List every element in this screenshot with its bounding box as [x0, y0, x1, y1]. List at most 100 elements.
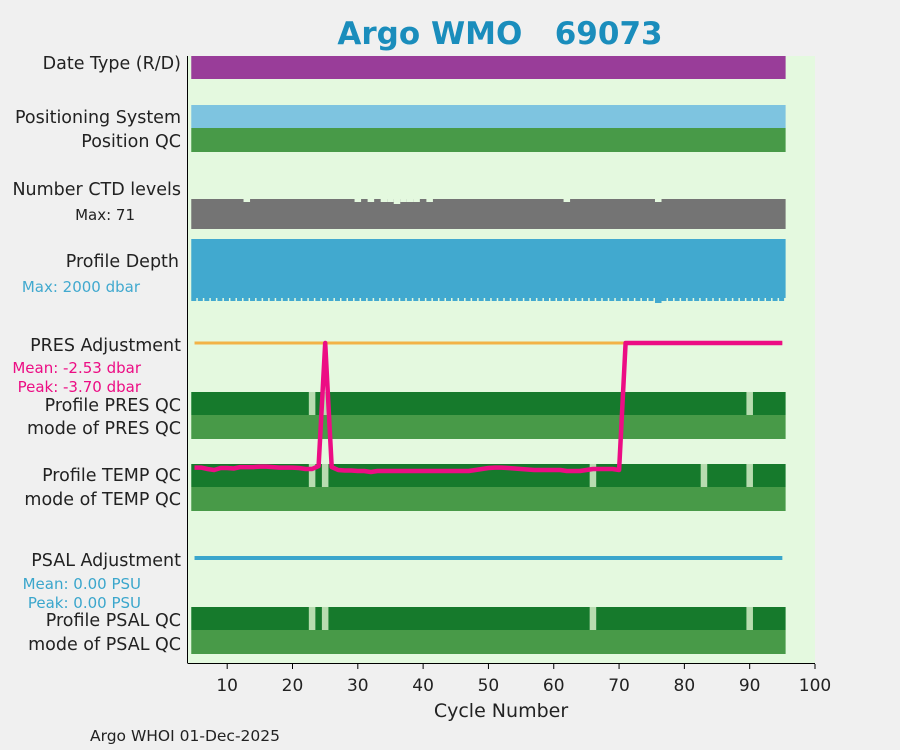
footer-credit: Argo WHOI 01-Dec-2025: [90, 727, 280, 745]
x-tick-label: 40: [412, 676, 434, 696]
pres-mean-annotation: Mean: -2.53 dbar: [12, 359, 142, 377]
profile-depth-cycle: [517, 298, 525, 301]
profile-depth-cycle: [328, 298, 335, 301]
profile-depth-cycle: [204, 298, 211, 301]
profile-depth-cycle: [413, 298, 420, 301]
x-tick-label: 100: [799, 676, 831, 696]
profile-depth-cycle: [596, 298, 603, 301]
profile-depth-cycle: [707, 298, 714, 301]
row-label-ctd-levels: Number CTD levels: [12, 180, 181, 200]
profile-depth-cycle: [432, 298, 440, 301]
x-tick-label: 90: [739, 676, 761, 696]
profile-depth-cycle: [256, 298, 264, 301]
row-label-mode-temp-qc: mode of TEMP QC: [24, 490, 181, 510]
temp-qc-missing-cycle: [700, 464, 708, 487]
ctd-level-gap: [426, 199, 433, 202]
profile-depth-cycle: [739, 298, 747, 301]
profile-depth-cycle: [348, 298, 355, 301]
profile-depth-cycle: [720, 298, 727, 301]
temp-qc-missing-cycle: [746, 464, 753, 487]
profile-depth-cycle: [609, 298, 616, 301]
profile-depth-cycle: [557, 298, 564, 301]
psal-qc-missing-cycle: [589, 607, 597, 630]
profile-depth-cycle: [459, 298, 466, 301]
profile-depth-cycle: [439, 298, 446, 301]
profile-depth-cycle: [393, 298, 401, 301]
profile-depth-cycle: [250, 298, 257, 301]
profile-depth-cycle: [485, 298, 492, 301]
profile-depth-cycle: [668, 298, 675, 301]
ctd-level-gap: [243, 199, 251, 202]
profile-depth-cycle: [524, 298, 531, 301]
profile-depth-cycle: [700, 298, 708, 301]
psal-qc-missing-cycle: [321, 607, 329, 630]
pres-profile-qc-band: [191, 392, 786, 415]
profile-depth-cycle: [243, 298, 251, 301]
row-label-profile-temp-qc: Profile TEMP QC: [42, 466, 181, 486]
x-tick-label: 50: [478, 676, 500, 696]
ctd-level-gap: [380, 199, 388, 202]
profile-depth-cycle: [380, 298, 388, 301]
profile-depth-cycle: [635, 298, 642, 301]
profile-depth-cycle: [641, 298, 649, 301]
profile-depth-cycle: [674, 298, 682, 301]
row-label-mode-pres-qc: mode of PRES QC: [27, 419, 181, 439]
profile-depth-cycle: [733, 298, 740, 301]
profile-depth-band: [191, 239, 786, 298]
temp-qc-missing-cycle: [589, 464, 597, 487]
profile-depth-cycle: [445, 298, 453, 301]
ctd-level-gap: [413, 199, 420, 202]
x-tick-label: 30: [347, 676, 369, 696]
ctd-level-gap: [393, 199, 401, 204]
row-label-mode-psal-qc: mode of PSAL QC: [28, 635, 181, 655]
psal-qc-missing-cycle: [746, 607, 753, 630]
ctd-level-gap: [387, 199, 394, 202]
profile-depth-cycle: [661, 298, 669, 301]
profile-depth-cycle: [276, 298, 283, 301]
x-tick-label: 10: [216, 676, 238, 696]
profile-depth-cycle: [354, 298, 362, 301]
depth-max-annotation: Max: 2000 dbar: [22, 278, 141, 296]
profile-depth-cycle: [530, 298, 538, 301]
profile-depth-cycle: [478, 298, 486, 301]
profile-depth-cycle: [210, 298, 218, 301]
profile-depth-cycle: [713, 298, 721, 301]
profile-depth-shallow: [654, 293, 662, 303]
profile-depth-cycle: [772, 298, 780, 301]
profile-depth-cycle: [779, 298, 786, 301]
profile-depth-cycle: [426, 298, 433, 301]
profile-depth-cycle: [537, 298, 544, 301]
profile-depth-cycle: [321, 298, 329, 301]
profile-depth-cycle: [217, 298, 224, 301]
x-tick-label: 80: [674, 676, 696, 696]
profile-depth-cycle: [615, 298, 623, 301]
row-label-positioning-system: Positioning System: [15, 108, 181, 128]
profile-depth-cycle: [289, 298, 296, 301]
row-label-date-type: Date Type (R/D): [43, 54, 181, 74]
profile-depth-edge-gap: [784, 298, 788, 303]
psal-peak-annotation: Peak: 0.00 PSU: [28, 594, 141, 612]
profile-depth-cycle: [400, 298, 407, 301]
profile-depth-cycle: [419, 298, 427, 301]
temp-mode-qc-band: [191, 487, 786, 511]
chart-title: Argo WMO 69073: [337, 16, 662, 52]
profile-depth-cycle: [570, 298, 577, 301]
x-axis-label: Cycle Number: [434, 700, 568, 722]
profile-depth-cycle: [687, 298, 695, 301]
profile-depth-cycle: [504, 298, 512, 301]
x-axis: 10 20 30 40 50 60 70 80 90 100: [187, 56, 831, 696]
x-tick-label: 20: [282, 676, 304, 696]
profile-depth-cycle: [543, 298, 551, 301]
profile-depth-cycle: [491, 298, 499, 301]
ctd-level-gap: [406, 199, 414, 202]
pres-qc-missing-cycle: [746, 392, 753, 415]
date-type-band: [191, 56, 786, 79]
pres-qc-missing-cycle: [308, 392, 316, 415]
profile-depth-cycle: [622, 298, 629, 301]
ctd-max-annotation: Max: 71: [75, 206, 135, 224]
ctd-level-gap: [367, 199, 375, 202]
profile-depth-cycle: [472, 298, 479, 301]
profile-depth-cycle: [766, 298, 773, 301]
profile-depth-cycle: [334, 298, 342, 301]
